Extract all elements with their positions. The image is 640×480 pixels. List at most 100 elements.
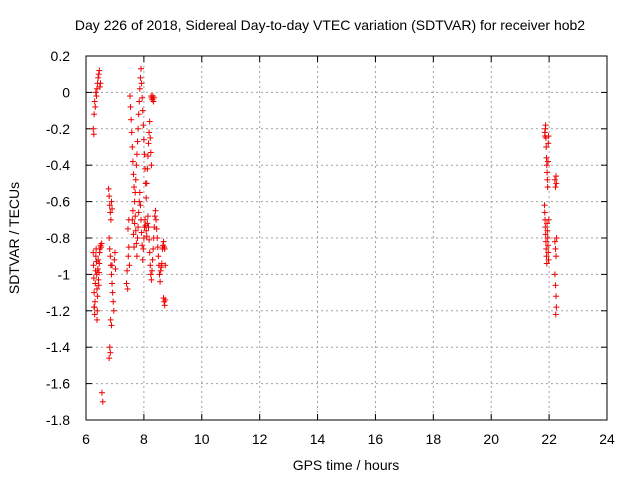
gridlines bbox=[86, 56, 607, 420]
y-tick-label: -0.6 bbox=[46, 194, 70, 210]
data-point bbox=[144, 165, 151, 172]
data-point bbox=[135, 111, 142, 118]
data-point bbox=[544, 227, 551, 234]
data-point bbox=[92, 280, 99, 287]
data-point bbox=[140, 245, 147, 252]
y-tick-label: -1.2 bbox=[46, 303, 70, 319]
data-point bbox=[90, 125, 97, 132]
data-point bbox=[148, 162, 155, 169]
data-point bbox=[157, 267, 164, 274]
data-point bbox=[90, 262, 97, 269]
data-point bbox=[543, 245, 550, 252]
data-point bbox=[92, 253, 99, 260]
data-point bbox=[553, 304, 560, 311]
data-point bbox=[544, 184, 551, 191]
y-tick-label: -0.8 bbox=[46, 230, 70, 246]
data-point bbox=[551, 238, 558, 245]
data-point bbox=[96, 260, 103, 267]
data-point bbox=[146, 129, 153, 136]
data-point bbox=[552, 282, 559, 289]
data-point bbox=[95, 256, 102, 263]
data-point bbox=[108, 271, 115, 278]
data-point bbox=[553, 173, 560, 180]
data-point bbox=[139, 107, 146, 114]
data-point bbox=[154, 235, 161, 241]
x-tick-label: 6 bbox=[82, 431, 90, 447]
data-point bbox=[134, 138, 141, 145]
axis-ticks: 6 8 10 12 14 16 18 20 22 24 0.2 0 -0.2 -0.4 -0.6 -0.8 -1… bbox=[46, 48, 615, 447]
data-point bbox=[126, 93, 133, 100]
data-point bbox=[129, 207, 136, 214]
data-point bbox=[139, 256, 146, 263]
data-point bbox=[109, 280, 116, 287]
x-tick-label: 12 bbox=[252, 431, 268, 447]
data-point bbox=[551, 271, 558, 278]
data-point bbox=[152, 207, 159, 214]
data-point bbox=[160, 238, 167, 245]
data-point bbox=[147, 134, 154, 141]
data-point bbox=[136, 189, 143, 196]
data-point bbox=[139, 94, 146, 101]
data-point bbox=[553, 180, 560, 187]
data-point bbox=[95, 74, 102, 81]
data-point bbox=[94, 307, 101, 314]
data-point bbox=[144, 213, 151, 220]
x-tick-label: 14 bbox=[310, 431, 326, 447]
data-point bbox=[145, 140, 152, 147]
x-axis-label: GPS time / hours bbox=[293, 457, 400, 473]
data-point bbox=[129, 144, 136, 150]
data-point bbox=[136, 85, 143, 92]
data-point bbox=[109, 262, 116, 269]
data-point bbox=[143, 194, 150, 201]
data-point bbox=[133, 240, 140, 247]
x-tick-label: 18 bbox=[426, 431, 442, 447]
data-point bbox=[98, 389, 105, 396]
data-point bbox=[105, 185, 112, 192]
data-point bbox=[141, 151, 148, 158]
data-point bbox=[552, 311, 559, 318]
data-point bbox=[125, 253, 132, 260]
data-point bbox=[91, 304, 98, 311]
data-point bbox=[544, 169, 551, 176]
data-point bbox=[541, 209, 548, 216]
data-point bbox=[133, 162, 140, 169]
data-point bbox=[552, 245, 559, 252]
data-point bbox=[544, 220, 551, 227]
data-point bbox=[107, 209, 114, 216]
data-point bbox=[144, 153, 151, 160]
data-point bbox=[131, 244, 138, 251]
data-point bbox=[138, 80, 145, 87]
data-point bbox=[96, 67, 103, 74]
data-point bbox=[109, 289, 116, 296]
y-tick-label: 0 bbox=[62, 84, 70, 100]
data-point bbox=[137, 74, 144, 81]
data-point bbox=[137, 202, 144, 209]
data-point bbox=[107, 216, 114, 223]
data-point bbox=[106, 202, 113, 209]
data-point bbox=[107, 253, 114, 260]
data-point bbox=[151, 213, 158, 220]
data-point bbox=[142, 216, 149, 223]
data-points bbox=[90, 65, 560, 405]
data-point bbox=[135, 224, 142, 231]
data-point bbox=[162, 296, 169, 303]
data-point bbox=[148, 267, 155, 274]
data-point bbox=[99, 398, 106, 405]
data-point bbox=[140, 136, 147, 143]
data-point bbox=[150, 245, 157, 252]
data-point bbox=[543, 154, 550, 161]
data-point bbox=[158, 260, 165, 267]
data-point bbox=[137, 65, 144, 72]
data-point bbox=[543, 253, 550, 260]
data-point bbox=[145, 224, 152, 231]
y-axis-label: SDTVAR / TECUs bbox=[6, 182, 22, 294]
data-point bbox=[93, 285, 100, 292]
data-point bbox=[146, 236, 153, 243]
y-tick-label: -1.4 bbox=[46, 339, 70, 355]
y-tick-label: -0.2 bbox=[46, 121, 70, 137]
data-point bbox=[93, 93, 100, 100]
data-point bbox=[143, 180, 150, 187]
data-point bbox=[95, 282, 102, 289]
data-point bbox=[545, 133, 552, 140]
data-point bbox=[131, 220, 138, 227]
